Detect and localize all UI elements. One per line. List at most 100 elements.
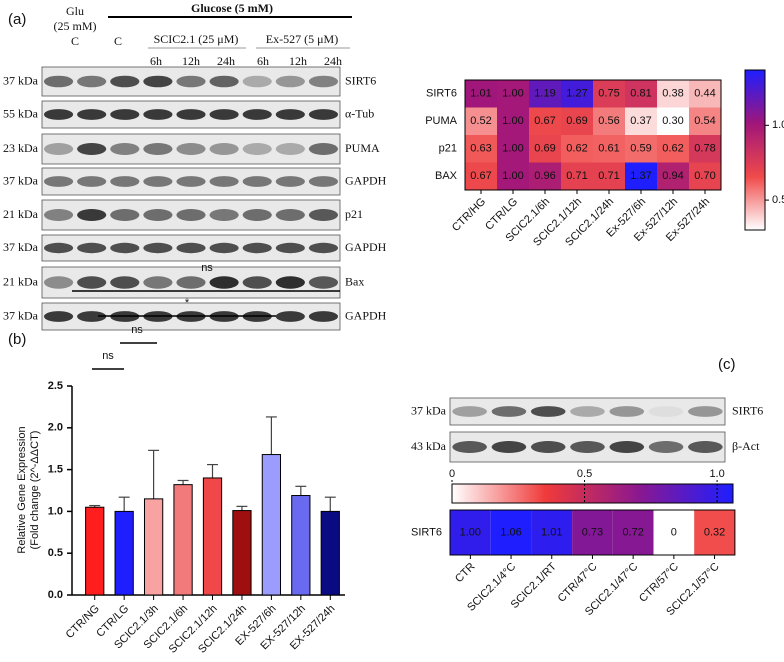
band [530, 406, 566, 417]
heat-cell [529, 80, 561, 108]
colorbar-tick-label: 0 [449, 468, 455, 480]
heat-cell [689, 80, 721, 108]
cell-label: 0.81 [630, 88, 651, 100]
band [308, 242, 339, 254]
heat-cell [465, 162, 497, 190]
band [176, 75, 206, 88]
bar [232, 510, 252, 596]
heat-frame [464, 79, 722, 191]
panel-label: (a) [8, 11, 26, 28]
protein-label: β-Act [732, 439, 760, 453]
header: (25 mM) [54, 19, 97, 33]
band [242, 109, 272, 120]
band [143, 109, 173, 120]
kda-label: 37 kDa [3, 308, 39, 322]
band [77, 176, 107, 187]
band [176, 242, 206, 254]
band [110, 276, 140, 289]
significance-label: ns [102, 350, 114, 362]
bar [143, 498, 164, 596]
x-tick-label: CTR/NG [64, 603, 102, 641]
band [77, 209, 107, 221]
heat-cell [625, 135, 657, 163]
band [110, 143, 140, 155]
cell-label: 0.71 [598, 170, 619, 182]
band [242, 276, 272, 289]
heat-cell [529, 135, 561, 163]
band [77, 75, 107, 88]
band [110, 209, 140, 221]
heat-cell [561, 107, 593, 135]
heat-cell [561, 162, 593, 190]
protein-label: SIRT6 [345, 73, 376, 87]
kda-label: 21 kDa [3, 207, 39, 221]
band [143, 242, 173, 254]
band [209, 176, 239, 187]
band [242, 209, 272, 221]
cell-label: 0.38 [662, 88, 683, 100]
cell-label: 1.27 [566, 88, 587, 100]
cell-label: 0.73 [582, 526, 603, 538]
band [275, 276, 305, 289]
cell-label: 1.37 [630, 170, 651, 182]
band [275, 209, 305, 221]
heat-cell [490, 510, 532, 555]
heat-cell [465, 135, 497, 163]
band [77, 143, 107, 155]
panel-label: (c) [718, 356, 736, 373]
band [308, 311, 339, 322]
cell-label: 1.00 [460, 526, 481, 538]
row-label: SIRT6 [426, 88, 457, 100]
band [570, 441, 605, 453]
heat-cell [689, 135, 721, 163]
bar [261, 454, 282, 596]
protein-label: SIRT6 [732, 403, 763, 417]
heat-cell [561, 80, 593, 108]
heat-cell [612, 510, 654, 555]
band [110, 176, 140, 187]
band [308, 176, 339, 187]
band [209, 209, 239, 221]
band [275, 143, 305, 155]
heat-cell [694, 510, 735, 555]
row-label: BAX [435, 170, 458, 182]
heat-cell [561, 135, 593, 163]
cell-label: 1.00 [502, 88, 523, 100]
bar [114, 510, 134, 596]
cell-label: 0.37 [630, 115, 651, 127]
heat-cell [625, 162, 657, 190]
colorbar-tick-label: 1.0 [772, 119, 784, 131]
heat-cell [657, 80, 689, 108]
band [209, 109, 239, 120]
band [43, 209, 74, 221]
colorbar [451, 483, 734, 504]
colorbar-tick-label: 0.5 [577, 468, 592, 480]
cell-label: 0.72 [622, 526, 643, 538]
heat-cell [593, 162, 625, 190]
header: Glucose (5 mM) [191, 1, 273, 15]
heat-cell [572, 510, 613, 555]
band [43, 242, 74, 254]
band [143, 176, 173, 187]
cell-label: 0.70 [694, 170, 715, 182]
kda-label: 23 kDa [3, 141, 39, 155]
band [491, 441, 527, 453]
cell-label: 1.19 [534, 88, 555, 100]
cell-label: 1.01 [470, 88, 491, 100]
header: 12h [182, 54, 200, 68]
band [242, 143, 272, 155]
protein-label: GAPDH [345, 308, 387, 322]
band [452, 406, 487, 417]
band [242, 75, 272, 88]
cell-label: 0.32 [704, 526, 725, 538]
kda-label: 55 kDa [3, 106, 39, 120]
header: 6h [150, 54, 162, 68]
protein-label: PUMA [345, 141, 380, 155]
bar [202, 477, 223, 596]
heat-cell [529, 162, 561, 190]
header: Ex-527 (5 μM) [266, 32, 338, 46]
cell-label: 1.01 [541, 526, 562, 538]
panel-label: (b) [8, 331, 26, 348]
cell-label: 1.06 [500, 526, 521, 538]
